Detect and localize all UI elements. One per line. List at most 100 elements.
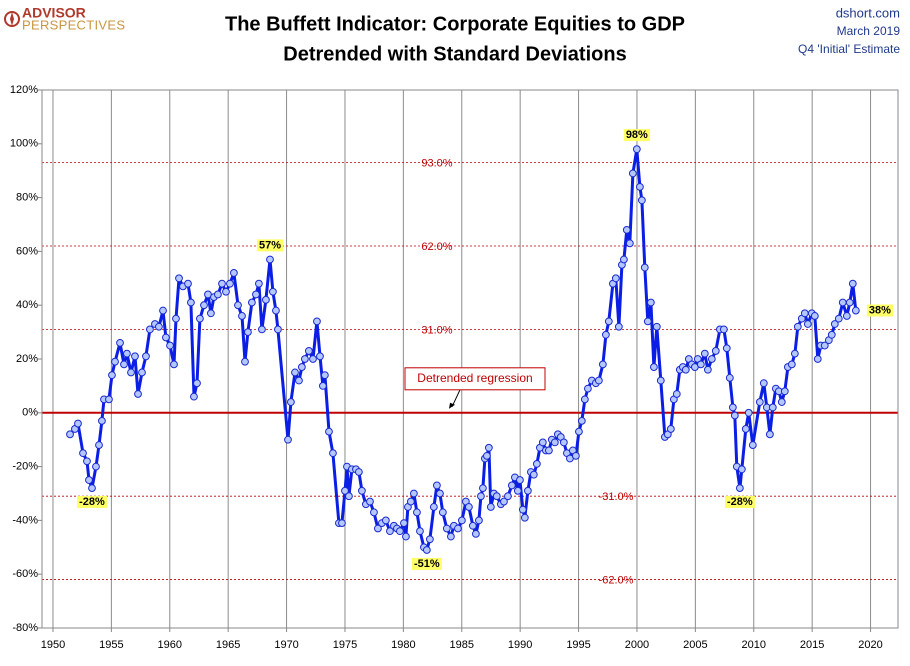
data-point: [640, 263, 649, 272]
data-point: [504, 492, 512, 501]
data-point: [206, 309, 215, 318]
data-point: [291, 368, 299, 377]
data-point: [741, 425, 750, 433]
data-point: [266, 255, 274, 264]
data-point: [116, 338, 124, 347]
regression-arrow: [451, 389, 461, 408]
y-tick-label: 20%: [16, 353, 38, 365]
data-point: [601, 330, 610, 339]
data-point: [325, 427, 333, 436]
data-point: [155, 322, 163, 331]
data-point: [438, 508, 447, 517]
data-point: [304, 347, 313, 355]
data-point: [696, 360, 705, 369]
data-point: [842, 312, 851, 320]
data-point: [284, 435, 292, 444]
std-dev-label: 93.0%: [421, 158, 452, 170]
data-point: [108, 371, 116, 380]
data-point: [234, 301, 242, 310]
data-point: [793, 322, 802, 331]
data-point: [637, 196, 646, 205]
data-point: [711, 347, 720, 355]
regression-label: Detrended regression: [417, 371, 532, 385]
data-point: [244, 328, 252, 337]
data-point: [790, 349, 799, 358]
data-point: [755, 398, 764, 406]
plot-background: [42, 90, 898, 628]
data-point: [127, 368, 135, 377]
data-point: [827, 330, 836, 339]
data-point: [464, 503, 473, 511]
data-point: [134, 390, 142, 398]
data-point: [584, 384, 592, 393]
data-point: [79, 449, 87, 458]
data-point: [213, 290, 222, 299]
data-point: [142, 352, 150, 361]
value-label-bg: [412, 557, 442, 570]
source: dshort.com: [836, 5, 900, 20]
x-tick-label: 1965: [216, 639, 240, 651]
x-tick-label: 2015: [800, 639, 824, 651]
data-point: [649, 363, 658, 371]
data-point: [354, 468, 363, 476]
x-tick-label: 1960: [158, 639, 182, 651]
data-point: [406, 497, 415, 506]
data-point: [196, 314, 204, 323]
data-point: [646, 298, 655, 307]
data-point: [820, 341, 829, 350]
plot-area: 1950 1955 1960 1965 1970 1975 1980 1985 1990 1995…: [10, 84, 899, 651]
data-point: [486, 503, 495, 511]
std-dev-label: -31.0%: [599, 491, 634, 503]
data-point: [341, 486, 349, 495]
data-point: [358, 486, 366, 495]
data-point: [83, 457, 91, 466]
data-point: [395, 527, 404, 536]
data-point: [625, 239, 634, 248]
data-point: [274, 325, 282, 334]
x-tick-label: 1950: [41, 639, 65, 651]
data-point: [85, 476, 93, 484]
logo-text: PERSPECTIVES: [22, 17, 125, 32]
std-dev-label: 62.0%: [421, 241, 452, 253]
data-point: [759, 379, 768, 388]
data-point: [95, 441, 103, 449]
data-point: [838, 298, 847, 307]
data-point: [484, 443, 493, 452]
data-point: [523, 486, 532, 495]
data-point: [92, 462, 100, 471]
x-tick-label: 1975: [333, 639, 357, 651]
data-point: [571, 451, 580, 460]
data-point: [254, 279, 263, 288]
x-tick-label: 1995: [566, 639, 590, 651]
data-point: [400, 519, 408, 527]
y-tick-label: 120%: [10, 84, 38, 96]
data-point: [635, 182, 644, 191]
data-point: [700, 349, 709, 358]
data-point: [338, 519, 346, 527]
x-tick-label: 1970: [274, 639, 298, 651]
data-point: [422, 546, 431, 554]
data-point: [261, 295, 270, 304]
data-point: [269, 287, 277, 296]
data-point: [830, 320, 839, 328]
data-point: [193, 379, 201, 388]
data-point: [544, 446, 553, 455]
source-note: Q4 'Initial' Estimate: [798, 42, 900, 56]
value-label: -28%: [727, 496, 753, 508]
data-point: [105, 395, 113, 404]
data-point: [787, 360, 796, 369]
data-point: [479, 484, 487, 493]
y-tick-label: 100%: [10, 138, 38, 150]
data-point: [413, 508, 421, 517]
data-point: [628, 169, 637, 178]
data-point: [513, 486, 522, 495]
data-point: [737, 465, 746, 474]
data-point: [703, 365, 712, 374]
data-point: [222, 287, 230, 296]
data-point: [318, 382, 327, 390]
data-point: [800, 309, 809, 318]
x-tick-label: 2010: [742, 639, 766, 651]
data-point: [707, 355, 716, 363]
data-point: [374, 524, 382, 533]
